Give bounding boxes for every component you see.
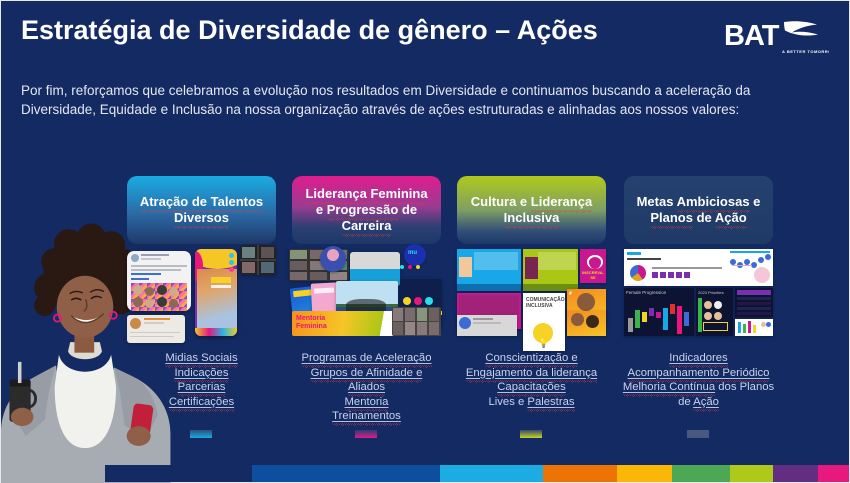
svg-text:BAT: BAT [724,20,780,52]
svg-text:A BETTER TOMORROW: A BETTER TOMORROW [782,49,829,54]
